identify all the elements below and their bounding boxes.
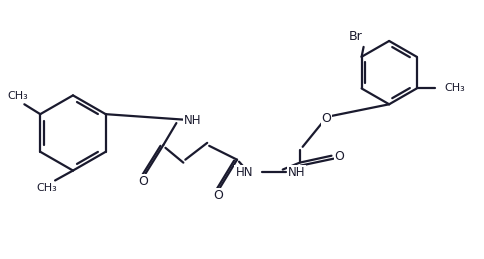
- Text: CH₃: CH₃: [444, 83, 464, 93]
- Text: O: O: [321, 112, 331, 125]
- Text: O: O: [138, 175, 148, 188]
- Text: Br: Br: [348, 30, 362, 42]
- Text: HN: HN: [235, 166, 253, 179]
- Text: CH₃: CH₃: [37, 183, 58, 193]
- Text: NH: NH: [184, 114, 201, 127]
- Text: O: O: [213, 189, 223, 202]
- Text: CH₃: CH₃: [7, 91, 28, 101]
- Text: O: O: [334, 150, 344, 163]
- Text: NH: NH: [287, 166, 304, 179]
